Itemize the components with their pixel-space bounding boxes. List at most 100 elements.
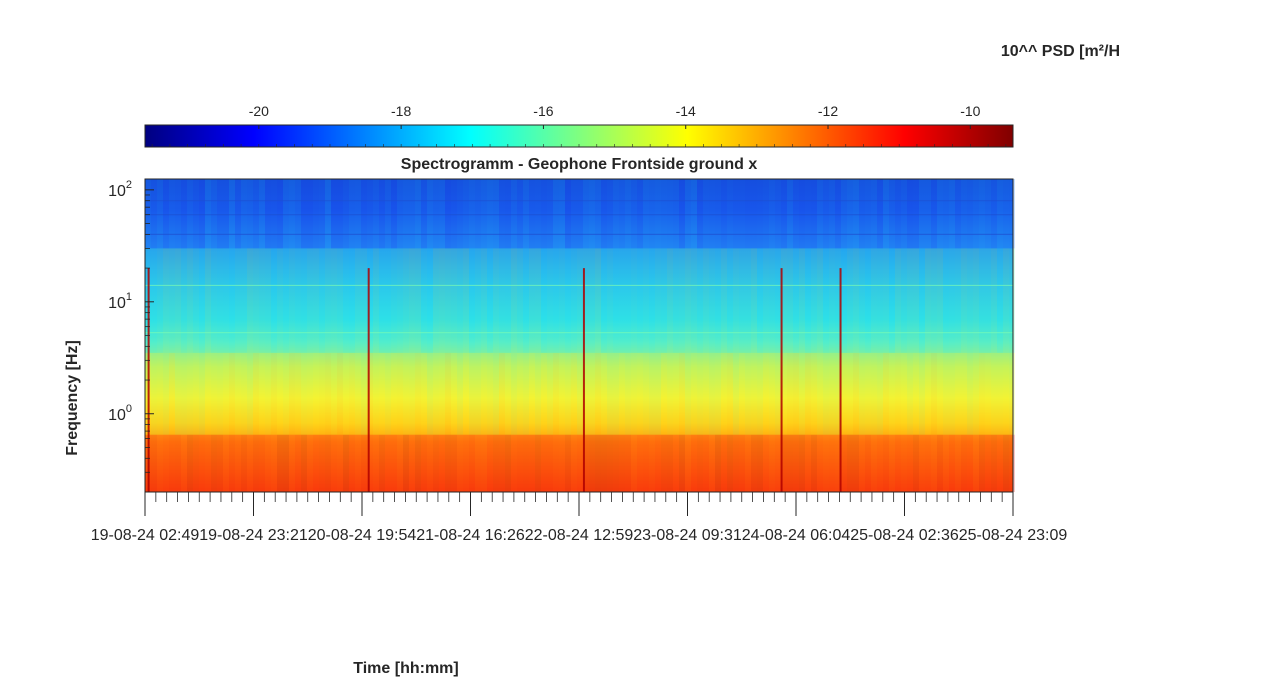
spectrogram-cell <box>733 434 739 492</box>
spectrogram-cell <box>199 352 205 435</box>
spectrogram-cell <box>559 352 565 435</box>
spectrogram-cell <box>265 179 271 249</box>
spectrogram-cell <box>1003 179 1009 249</box>
spectrogram-cell <box>295 434 301 492</box>
spectrogram-cell <box>631 434 637 492</box>
spectrogram-cell <box>991 179 997 249</box>
spectrogram-cell <box>637 352 643 435</box>
spectrogram-cell <box>919 434 925 492</box>
spectrogram-cell <box>865 248 871 353</box>
spectrogram-cell <box>697 434 703 492</box>
spectrogram-cell <box>343 248 349 353</box>
spectrogram-cell <box>865 179 871 249</box>
spectrogram-cell <box>607 434 613 492</box>
spectrogram-cell <box>913 434 919 492</box>
spectrogram-cell <box>811 352 817 435</box>
spectrogram-cell <box>649 248 655 353</box>
spectrogram-cell <box>739 179 745 249</box>
spectrogram-cell <box>325 248 331 353</box>
spectrogram-cell <box>415 248 421 353</box>
y-axis-label: Frequency [Hz] <box>64 340 81 456</box>
spectrogram-cell <box>691 179 697 249</box>
spectrogram-cell <box>583 179 589 249</box>
spectrogram-cell <box>355 434 361 492</box>
spectrogram-cell <box>259 179 265 249</box>
spectrogram-cell <box>349 352 355 435</box>
spectrogram-cell <box>415 434 421 492</box>
spectrogram-cell <box>391 179 397 249</box>
x-tick-label: 19-08-24 23:21 <box>199 527 308 544</box>
spectrogram-cell <box>169 434 175 492</box>
spectrogram-cell <box>979 434 985 492</box>
colorbar <box>144 124 1014 148</box>
spectrogram-cell <box>187 434 193 492</box>
spectrogram-cell <box>235 352 241 435</box>
spectrogram-cell <box>433 352 439 435</box>
spectrogram-cell <box>931 179 937 249</box>
spectrogram-cell <box>769 434 775 492</box>
spectrogram-cell <box>241 248 247 353</box>
spectrogram-cell <box>565 434 571 492</box>
spectrogram-cell <box>733 179 739 249</box>
spectrogram-cell <box>907 179 913 249</box>
spectrogram-cell <box>529 352 535 435</box>
spectrogram-cell <box>661 248 667 353</box>
plot-area <box>144 178 1015 493</box>
spectrogram-cell <box>961 434 967 492</box>
spectrogram-cell <box>817 248 823 353</box>
spectrogram-cell <box>379 248 385 353</box>
spectrogram-cell <box>823 352 829 435</box>
spectrogram-cell <box>247 434 253 492</box>
spectrogram-cell <box>685 434 691 492</box>
spectrogram-cell <box>475 179 481 249</box>
spectrogram-cell <box>199 248 205 353</box>
spectrogram-cell <box>463 352 469 435</box>
spectrogram-cell <box>661 352 667 435</box>
spectrogram-cell <box>907 248 913 353</box>
spectrogram-cell <box>685 352 691 435</box>
spectrogram-cell <box>691 352 697 435</box>
spectrogram-cell <box>217 248 223 353</box>
spectrogram-cell <box>211 352 217 435</box>
colorbar-tick-marks <box>151 125 1007 147</box>
spectrogram-cell <box>355 179 361 249</box>
spectrogram-cell <box>763 352 769 435</box>
spectrogram-cell <box>577 352 583 435</box>
spectrogram-cell <box>169 248 175 353</box>
spectrogram-cell <box>157 248 163 353</box>
spectrogram-cell <box>859 179 865 249</box>
spectrogram-cell <box>949 434 955 492</box>
spectrogram-cell <box>295 248 301 353</box>
spectrogram-cell <box>685 179 691 249</box>
spectrogram-cell <box>745 248 751 353</box>
spectrogram-cell <box>553 352 559 435</box>
spectrogram-cell <box>595 179 601 249</box>
spectrogram-cell <box>283 352 289 435</box>
spectrogram-cell <box>541 248 547 353</box>
spectrogram-cell <box>661 434 667 492</box>
spectrogram-cell <box>619 179 625 249</box>
spectrogram-cell <box>613 352 619 435</box>
spectrogram-cell <box>871 248 877 353</box>
spectrogram-cell <box>829 434 835 492</box>
spectrogram-cell <box>169 179 175 249</box>
spectrogram-cell <box>787 248 793 353</box>
spectrogram-cell <box>247 352 253 435</box>
spectrogram-cell <box>313 179 319 249</box>
spectrogram-cell <box>769 179 775 249</box>
x-tick-label: 24-08-24 06:04 <box>742 527 851 544</box>
spectrogram-cell <box>643 352 649 435</box>
spectrogram-cell <box>601 434 607 492</box>
spectrogram-cell <box>961 352 967 435</box>
spectrogram-cell <box>895 179 901 249</box>
spectrogram-cell <box>637 248 643 353</box>
spectrogram-cell <box>811 434 817 492</box>
spectrogram-cell <box>589 179 595 249</box>
spectrogram-cell <box>277 352 283 435</box>
spectrogram-cell <box>529 248 535 353</box>
spectrogram-cell <box>925 434 931 492</box>
spectrogram-cell <box>487 434 493 492</box>
spectrogram-cell <box>571 179 577 249</box>
spectrogram-cell <box>751 434 757 492</box>
spectrogram-cell <box>313 248 319 353</box>
